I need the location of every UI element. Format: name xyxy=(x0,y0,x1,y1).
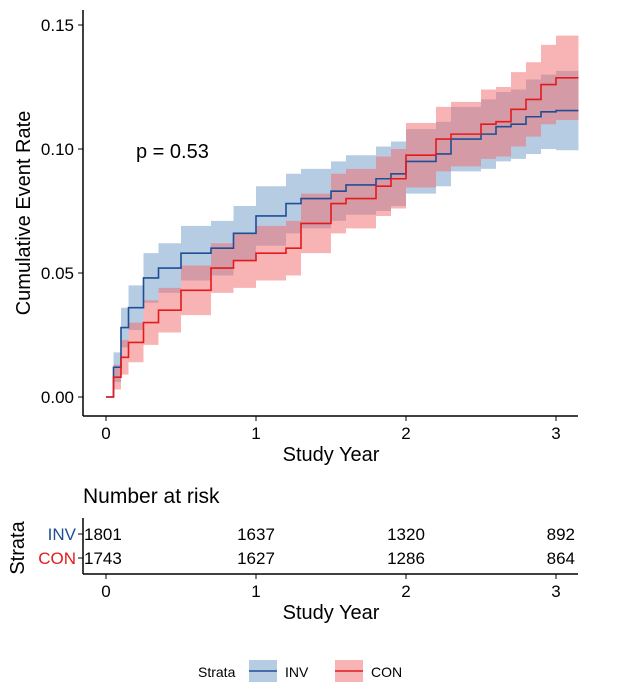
ci-band-con xyxy=(106,35,579,397)
x-axis-label: Study Year xyxy=(283,444,380,466)
x-tick-label: 1 xyxy=(251,424,260,443)
y-axis-label: Cumulative Event Rate xyxy=(13,111,35,316)
legend: Strata INV CON xyxy=(198,660,402,682)
risk-count: 1320 xyxy=(387,525,425,544)
risk-x-tick-label: 1 xyxy=(251,582,260,601)
risk-count: 864 xyxy=(547,549,575,568)
curves xyxy=(106,77,579,398)
risk-table-title: Number at risk xyxy=(83,485,220,508)
risk-count: 1637 xyxy=(237,525,275,544)
y-tick-label: 0.05 xyxy=(41,264,74,283)
risk-x-tick-label: 3 xyxy=(551,582,560,601)
curve-inv xyxy=(106,109,579,398)
risk-x-tick-label: 0 xyxy=(101,582,110,601)
risk-row-label: INV xyxy=(48,525,77,544)
p-value-annotation: p = 0.53 xyxy=(136,141,209,163)
y-tick-label: 0.00 xyxy=(41,388,74,407)
x-tick-label: 0 xyxy=(101,424,110,443)
legend-title: Strata xyxy=(198,664,236,680)
axis-ticks: 0.00 0.05 0.10 0.15 0 1 2 3 xyxy=(41,16,561,443)
x-tick-label: 3 xyxy=(551,424,560,443)
confidence-bands xyxy=(106,35,579,397)
risk-x-axis-label: Study Year xyxy=(283,602,380,624)
y-tick-label: 0.15 xyxy=(41,16,74,35)
risk-count: 1801 xyxy=(84,525,122,544)
risk-count: 892 xyxy=(547,525,575,544)
curve-con xyxy=(106,77,579,398)
risk-count: 1743 xyxy=(84,549,122,568)
risk-x-tick-label: 2 xyxy=(401,582,410,601)
risk-row-label: CON xyxy=(38,549,76,568)
legend-label: CON xyxy=(371,664,402,680)
risk-count: 1627 xyxy=(237,549,275,568)
x-tick-label: 2 xyxy=(401,424,410,443)
legend-label: INV xyxy=(285,664,309,680)
y-tick-label: 0.10 xyxy=(41,140,74,159)
risk-table-ylabel: Strata xyxy=(7,520,29,574)
risk-count: 1286 xyxy=(387,549,425,568)
risk-table: INV 1801 1637 1320 892 CON 1743 1627 1286 864 0 1 2 3 xyxy=(38,525,575,601)
